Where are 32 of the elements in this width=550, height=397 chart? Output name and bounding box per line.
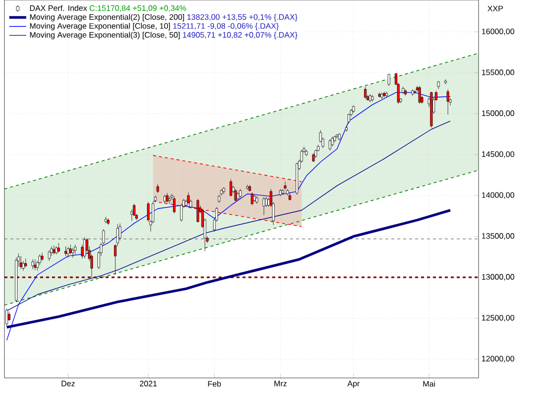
candlestick bbox=[312, 152, 315, 162]
candlestick bbox=[69, 244, 72, 255]
candlestick bbox=[164, 194, 166, 204]
candlestick bbox=[236, 192, 240, 201]
candlestick bbox=[250, 192, 254, 206]
candlestick bbox=[20, 256, 22, 270]
candlestick bbox=[34, 259, 36, 270]
candlestick bbox=[262, 197, 266, 216]
candlestick bbox=[168, 196, 171, 204]
candlestick bbox=[336, 134, 338, 139]
candlestick bbox=[24, 258, 27, 268]
candlestick bbox=[444, 79, 447, 85]
candlestick bbox=[66, 246, 70, 258]
candlestick bbox=[48, 250, 50, 262]
candlestick bbox=[411, 89, 414, 96]
candlestick bbox=[72, 248, 74, 258]
candlestick bbox=[83, 237, 86, 259]
candlestick bbox=[364, 86, 367, 100]
candlestick bbox=[156, 184, 160, 194]
candlestick bbox=[328, 138, 332, 151]
candlestick bbox=[130, 209, 134, 222]
candlestick bbox=[388, 74, 390, 86]
candlestick bbox=[31, 259, 34, 270]
candlestick bbox=[57, 242, 60, 254]
candlestick bbox=[371, 94, 374, 102]
candlestick bbox=[404, 89, 407, 96]
candlestick bbox=[239, 188, 242, 198]
candlestick bbox=[74, 244, 76, 255]
candlestick bbox=[378, 92, 381, 98]
line-series bbox=[5, 209, 452, 329]
candlestick bbox=[345, 126, 348, 132]
line-series bbox=[6, 92, 451, 341]
